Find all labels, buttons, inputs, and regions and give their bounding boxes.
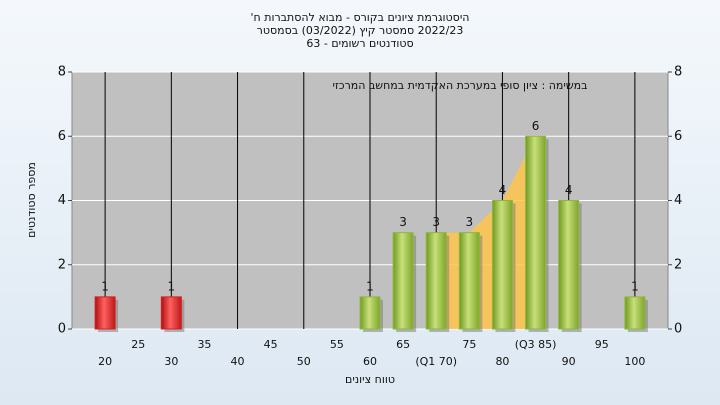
annotation: במשימה : ציון סופי במערכת האקדמית במחשב … xyxy=(333,79,588,92)
data-label: 6 xyxy=(532,119,540,133)
y-tick-label: 4 xyxy=(58,193,66,208)
chart-title: היסטוגרמת ציונים בקורס - מבוא להסתברות ח… xyxy=(251,11,470,24)
x-tick-label: 20 xyxy=(98,355,112,368)
x-tick-label: 40 xyxy=(231,355,245,368)
bar xyxy=(458,232,480,330)
y2-tick-label: 8 xyxy=(674,65,682,80)
data-label: 1 xyxy=(631,279,639,293)
x-tick-label: 90 xyxy=(562,355,576,368)
y2-tick-label: 2 xyxy=(674,257,682,272)
y-tick-label: 6 xyxy=(58,129,66,144)
y2-tick-label: 0 xyxy=(674,322,682,337)
data-label: 1 xyxy=(366,279,374,293)
x-tick-label: 35 xyxy=(197,338,211,351)
y2-tick-label: 4 xyxy=(674,193,682,208)
x-tick-label: 100 xyxy=(624,355,645,368)
x-tick-label: 30 xyxy=(164,355,178,368)
x-tick-label: 45 xyxy=(264,338,278,351)
bar xyxy=(624,296,646,330)
x-axis-label: טווח ציונים xyxy=(345,373,395,386)
y-tick-label: 0 xyxy=(58,322,66,337)
data-label: 1 xyxy=(168,279,176,293)
x-tick-label: 75 xyxy=(462,338,476,351)
x-tick-label: 80 xyxy=(495,355,509,368)
x-tick-label: 60 xyxy=(363,355,377,368)
y-tick-label: 8 xyxy=(58,65,66,80)
chart-subtitle: סטודנטים רשומים - 63 xyxy=(306,37,413,50)
x-tick-label: (Q1 70) xyxy=(415,355,457,368)
data-label: 4 xyxy=(499,183,507,197)
x-tick-label: (Q3 85) xyxy=(515,338,557,351)
x-tick-label: 95 xyxy=(595,338,609,351)
data-label: 4 xyxy=(565,183,573,197)
bar xyxy=(160,296,182,330)
bar xyxy=(94,296,116,330)
x-tick-label: 55 xyxy=(330,338,344,351)
bar xyxy=(525,135,547,330)
y-axis-label: מספר סטודנטים xyxy=(25,162,38,238)
x-tick-label: 50 xyxy=(297,355,311,368)
bar xyxy=(425,232,447,330)
data-label: 1 xyxy=(101,279,109,293)
bar xyxy=(392,232,414,330)
y2-tick-label: 6 xyxy=(674,129,682,144)
bar xyxy=(558,200,580,330)
x-tick-label: 65 xyxy=(396,338,410,351)
data-label: 3 xyxy=(466,215,474,229)
data-label: 3 xyxy=(399,215,407,229)
bar xyxy=(359,296,381,330)
chart-subtitle: 2022/23 סמסטר קיץ (03/2022) בסמסטר xyxy=(257,24,464,37)
bar xyxy=(491,200,513,330)
x-tick-label: 25 xyxy=(131,338,145,351)
data-label: 3 xyxy=(432,215,440,229)
y-tick-label: 2 xyxy=(58,257,66,272)
